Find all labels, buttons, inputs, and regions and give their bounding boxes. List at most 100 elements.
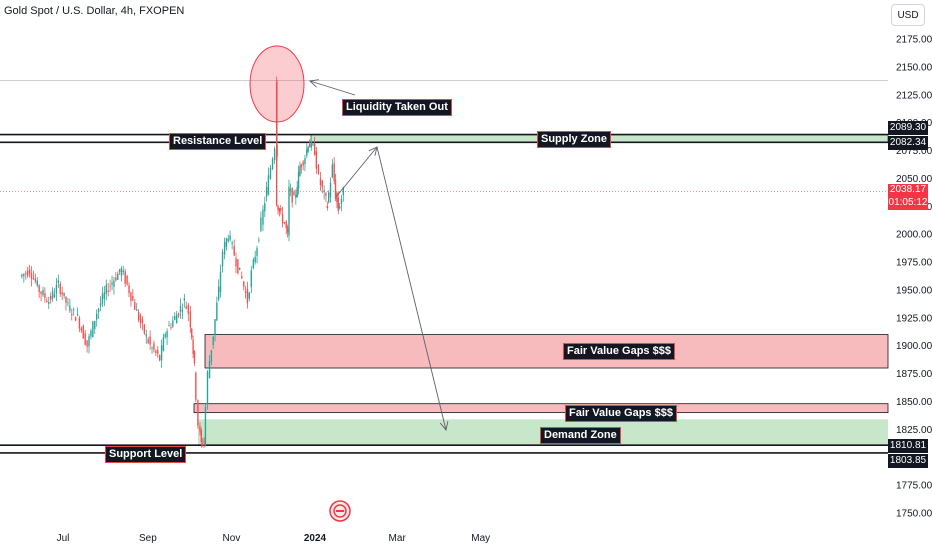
y-tick-label: 1825.00: [896, 425, 932, 436]
candle-body: [34, 278, 37, 282]
candle-body: [122, 270, 124, 273]
time-axis: Jul Sep Nov 2024 Mar May: [57, 533, 491, 544]
candle-body: [291, 187, 293, 203]
fvg-lower-label: Fair Value Gaps $$$: [565, 405, 677, 422]
candle-body: [153, 343, 155, 350]
candle-body: [342, 186, 345, 196]
chart-overlays: [249, 45, 449, 432]
candle-body: [130, 292, 132, 301]
candle-body: [200, 430, 203, 442]
candle-body: [51, 290, 54, 299]
candle-body: [306, 149, 308, 156]
candle-body: [217, 286, 220, 300]
candle-body: [325, 193, 327, 196]
candle-body: [115, 277, 117, 281]
candle-body: [327, 192, 330, 203]
candle-body: [302, 161, 304, 166]
candle-body: [177, 313, 180, 316]
candle-body: [157, 350, 159, 354]
candle-body: [105, 284, 107, 294]
candle-body: [74, 317, 77, 321]
candle-body: [246, 288, 249, 304]
y-tick-label: 2150.00: [896, 62, 932, 73]
candle-body: [310, 141, 312, 148]
candle-body: [88, 336, 90, 347]
candle-body: [172, 320, 174, 327]
candle-body: [120, 268, 123, 276]
x-tick-label: Sep: [139, 533, 157, 544]
candle-body: [162, 337, 165, 351]
candle-body: [304, 158, 306, 165]
resistance-level-label: Resistance Level: [169, 133, 267, 150]
candle-body: [256, 248, 258, 256]
candle-body: [210, 349, 213, 362]
candle-body: [170, 326, 172, 328]
candle-body: [227, 238, 229, 242]
candle-body: [221, 251, 224, 267]
support-top-price-tag: 1810.81: [888, 439, 928, 453]
y-tick-label: 2075.00: [896, 146, 932, 157]
candle-body: [174, 316, 176, 320]
candle-body: [82, 325, 84, 339]
candle-body: [281, 214, 284, 224]
candle-body: [317, 165, 320, 174]
y-tick-label: 1975.00: [896, 258, 932, 269]
arrow-shaft: [309, 80, 356, 96]
candle-body: [183, 298, 186, 301]
candle-body: [141, 319, 144, 323]
candlestick-series: [21, 76, 345, 449]
candle-body: [147, 339, 149, 343]
currency-button[interactable]: USD: [891, 4, 925, 26]
candle-body: [299, 166, 301, 176]
candle-body: [168, 325, 170, 327]
candle-body: [67, 302, 69, 304]
candle-body: [61, 292, 63, 295]
candle-body: [101, 293, 104, 304]
candle-body: [241, 276, 243, 279]
candle-body: [187, 305, 190, 314]
candle-body: [78, 317, 81, 329]
candle-body: [289, 189, 292, 191]
candle-body: [269, 167, 272, 179]
y-tick-label: 1750.00: [896, 509, 932, 520]
resistance-bottom-price-tag: 2082.34: [888, 136, 928, 150]
candle-body: [193, 350, 196, 364]
candle-body: [36, 280, 38, 286]
tradingview-logo-icon[interactable]: [329, 500, 351, 522]
candle-body: [72, 309, 75, 311]
arrow-head: [309, 79, 319, 88]
candle-body: [231, 242, 233, 244]
candle-body: [158, 355, 161, 361]
candle-body: [128, 285, 130, 294]
candle-body: [95, 313, 98, 320]
candle-body: [307, 146, 309, 152]
candle-body: [92, 321, 94, 338]
x-tick-label: Jul: [57, 533, 70, 544]
liquidity-circle: [249, 45, 305, 123]
candle-body: [252, 259, 255, 268]
candle-body: [199, 425, 201, 432]
candle-body: [336, 192, 338, 202]
candle-body: [84, 333, 86, 345]
candle-body: [55, 284, 58, 294]
candle-body: [80, 328, 83, 331]
candle-body: [103, 292, 106, 299]
candle-body: [69, 305, 71, 311]
candle-body: [296, 187, 298, 197]
candle-body: [38, 285, 40, 292]
y-tick-label: 2000.00: [896, 230, 932, 241]
candle-body: [28, 269, 31, 274]
candle-body: [243, 281, 245, 287]
y-tick-label: 1925.00: [896, 313, 932, 324]
candle-body: [63, 292, 65, 296]
candle-body: [286, 227, 289, 233]
candle-body: [134, 302, 136, 310]
candle-body: [267, 175, 270, 195]
projection-up-arrow: [335, 146, 378, 198]
candle-body: [197, 400, 199, 426]
candle-body: [273, 148, 276, 161]
candle-body: [275, 82, 278, 206]
y-tick-label: 2125.00: [896, 90, 932, 101]
candle-body: [293, 191, 295, 196]
